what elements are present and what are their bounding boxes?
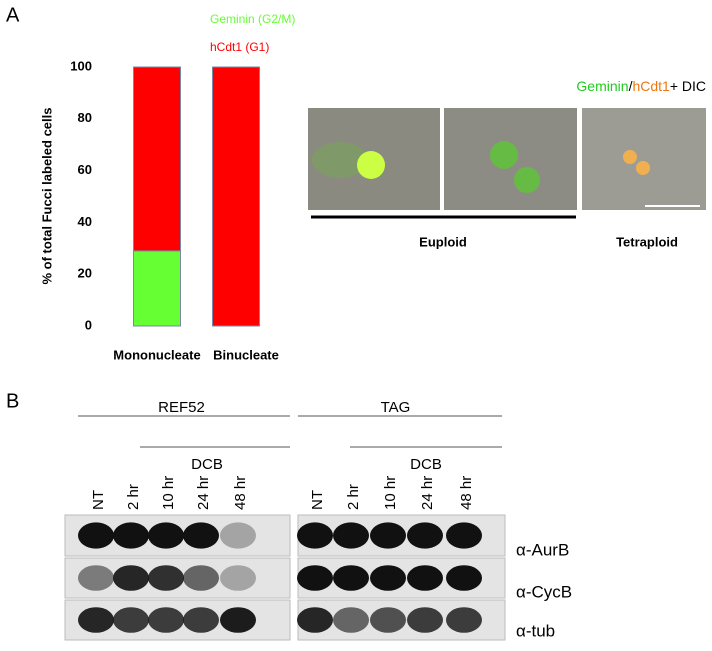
nucleus bbox=[490, 141, 518, 169]
group-label: Tetraploid bbox=[616, 234, 678, 249]
band bbox=[220, 522, 256, 549]
treatment: DCB bbox=[191, 456, 223, 473]
group-label: Euploid bbox=[419, 234, 467, 249]
lane-label: NT bbox=[309, 490, 326, 510]
cell bbox=[312, 142, 368, 178]
band bbox=[407, 565, 443, 591]
band bbox=[370, 607, 406, 633]
band bbox=[78, 522, 114, 549]
cell-line: TAG bbox=[381, 399, 411, 416]
band bbox=[407, 607, 443, 633]
band bbox=[370, 522, 406, 549]
band bbox=[78, 607, 114, 633]
band bbox=[446, 522, 482, 549]
y-tick-label: 0 bbox=[85, 317, 92, 332]
band bbox=[113, 565, 149, 591]
band bbox=[446, 607, 482, 633]
panel-label: A bbox=[6, 4, 20, 26]
band bbox=[183, 522, 219, 549]
micrograph bbox=[582, 108, 706, 210]
bar-segment bbox=[212, 66, 260, 327]
band bbox=[333, 565, 369, 591]
band bbox=[220, 607, 256, 633]
band bbox=[220, 565, 256, 591]
antibody-label: α-tub bbox=[516, 621, 555, 640]
micro-legend: Geminin/hCdt1+ DIC bbox=[576, 78, 706, 94]
x-tick-label: Binucleate bbox=[213, 347, 279, 362]
nucleus bbox=[357, 151, 385, 179]
band bbox=[446, 565, 482, 591]
lane-label: 10 hr bbox=[160, 476, 177, 510]
lane-label: 48 hr bbox=[458, 476, 475, 510]
band bbox=[148, 522, 184, 549]
band bbox=[370, 565, 406, 591]
band bbox=[333, 522, 369, 549]
band bbox=[113, 522, 149, 549]
lane-label: 2 hr bbox=[345, 484, 362, 510]
band bbox=[183, 607, 219, 633]
blot-lines bbox=[78, 415, 502, 448]
panel-label: B bbox=[6, 390, 19, 412]
lane-label: NT bbox=[90, 490, 107, 510]
bar-segment bbox=[133, 250, 181, 327]
band bbox=[297, 607, 333, 633]
antibody-label: α-CycB bbox=[516, 582, 572, 601]
y-tick-label: 60 bbox=[78, 162, 92, 177]
legend-part: / bbox=[629, 78, 633, 94]
y-tick-label: 80 bbox=[78, 110, 92, 125]
band bbox=[148, 607, 184, 633]
antibody-label: α-AurB bbox=[516, 540, 569, 559]
micrographs bbox=[308, 108, 706, 219]
bar-segment bbox=[133, 66, 181, 252]
x-tick-label: Mononucleate bbox=[113, 347, 200, 362]
y-tick-label: 40 bbox=[78, 214, 92, 229]
nucleus bbox=[636, 161, 650, 175]
band bbox=[333, 607, 369, 633]
y-tick-label: 20 bbox=[78, 266, 92, 281]
band bbox=[183, 565, 219, 591]
band bbox=[407, 522, 443, 549]
treatment: DCB bbox=[410, 456, 442, 473]
nucleus bbox=[514, 167, 540, 193]
band bbox=[113, 607, 149, 633]
band bbox=[78, 565, 114, 591]
lane-label: 2 hr bbox=[125, 484, 142, 510]
band bbox=[297, 522, 333, 549]
legend-entry: Geminin (G2/M) bbox=[210, 12, 295, 26]
y-axis-label: % of total Fucci labeled cells bbox=[39, 108, 54, 285]
lane-label: 24 hr bbox=[419, 476, 436, 510]
lane-label: 24 hr bbox=[195, 476, 212, 510]
lane-label: 10 hr bbox=[382, 476, 399, 510]
blots bbox=[64, 514, 506, 641]
legend-part: hCdt1 bbox=[632, 78, 670, 94]
legend-entry: hCdt1 (G1) bbox=[210, 40, 269, 54]
lane-label: 48 hr bbox=[232, 476, 249, 510]
legend-part: Geminin bbox=[576, 78, 628, 94]
band bbox=[148, 565, 184, 591]
cell-line: REF52 bbox=[158, 399, 205, 416]
band bbox=[297, 565, 333, 591]
y-tick-label: 100 bbox=[70, 58, 92, 73]
nucleus bbox=[623, 150, 637, 164]
legend-part: + DIC bbox=[670, 78, 706, 94]
